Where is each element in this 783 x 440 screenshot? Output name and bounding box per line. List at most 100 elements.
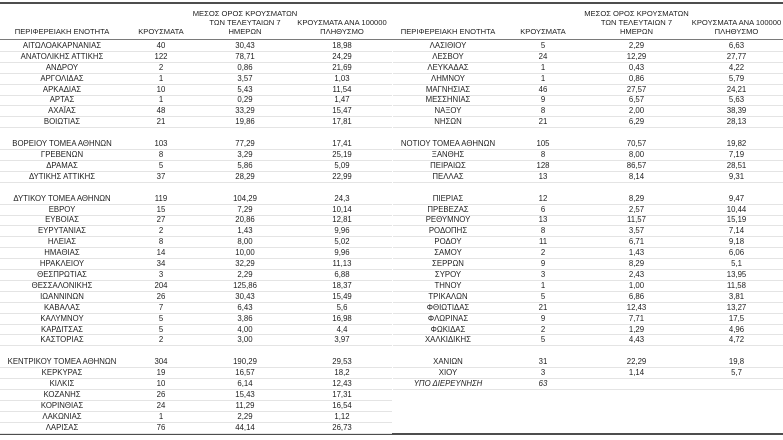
region-cell: ΛΗΜΝΟΥ [431, 73, 465, 83]
per100k-cell: 28,51 [726, 160, 747, 170]
per100k-cell: 9,47 [728, 193, 745, 203]
region-cell: ΡΕΘΥΜΝΟΥ [425, 215, 471, 225]
column-header-region-label: ΠΕΡΙΦΕΡΕΙΑΚΗ ΕΝΟΤΗΤΑ [14, 27, 110, 36]
per100k-cell: 10,14 [332, 204, 352, 214]
avg7-cell: 8,29 [628, 259, 645, 269]
cases-cell: 128 [536, 160, 550, 170]
cases-cell: 5 [158, 313, 164, 323]
table-row: ΣΕΡΡΩΝ 9 8,29 5,1 [393, 259, 783, 271]
per100k-cell: 21,69 [332, 62, 352, 72]
cases-cell: 1 [540, 62, 546, 72]
table-row: ΑΧΑΪΑΣ 48 33,29 15,47 [0, 106, 392, 118]
avg7-cell: 8,00 [628, 150, 645, 160]
table-row: ΚΑΛΥΜΝΟΥ 5 3,86 16,98 [0, 314, 392, 325]
region-cell: ΞΑΝΘΗΣ [431, 150, 465, 160]
per100k-cell: 5,63 [728, 95, 745, 105]
avg7-cell: 7,71 [628, 313, 645, 323]
region-cell: ΣΥΡΟΥ [434, 269, 462, 279]
region-cell: ΑΡΓΟΛΙΔΑΣ [40, 73, 84, 83]
column-header-region-label: ΠΕΡΙΦΕΡΕΙΑΚΗ ΕΝΟΤΗΤΑ [400, 27, 496, 36]
per100k-cell: 29,53 [332, 357, 352, 367]
per100k-cell: 17,41 [332, 139, 352, 149]
cases-cell: 48 [156, 106, 166, 116]
per100k-cell: 15,47 [332, 106, 352, 116]
avg7-cell: 3,29 [237, 150, 253, 160]
cases-cell: 46 [538, 84, 548, 94]
table-top-border [0, 2, 783, 4]
table-row: ΔΥΤΙΚΟΥ ΤΟΜΕΑ ΑΘΗΝΩΝ 119 104,29 24,3 [0, 194, 392, 205]
table-row: ΝΗΣΩΝ 21 6,29 28,13 [393, 117, 783, 129]
cases-cell: 21 [538, 302, 548, 312]
cases-cell: 5 [540, 40, 546, 50]
cases-cell: 9 [540, 95, 546, 105]
region-cell: ΠΙΕΡΙΑΣ [432, 193, 464, 203]
per100k-cell: 24,3 [334, 193, 350, 203]
cases-cell: 8 [158, 150, 164, 160]
avg7-cell: 2,00 [628, 106, 645, 116]
avg7-cell: 28,29 [235, 171, 255, 181]
region-cell: ΗΡΑΚΛΕΙΟΥ [39, 259, 85, 269]
region-cell: ΚΕΝΤΡΙΚΟΥ ΤΟΜΕΑ ΑΘΗΝΩΝ [7, 357, 117, 367]
per100k-cell: 17,31 [332, 389, 352, 399]
cases-cell: 122 [154, 51, 168, 61]
region-cell: ΕΥΒΟΙΑΣ [45, 215, 79, 225]
per100k-cell: 24,21 [726, 84, 747, 94]
cases-cell: 3 [158, 269, 164, 279]
cases-cell: 34 [156, 259, 166, 269]
region-cell: ΗΜΑΘΙΑΣ [44, 248, 80, 258]
per100k-cell: 3,81 [728, 291, 745, 301]
avg7-cell: 1,43 [628, 248, 645, 258]
cases-cell: 1 [158, 73, 164, 83]
region-cell: ΚΕΡΚΥΡΑΣ [41, 368, 83, 378]
cases-cell: 31 [538, 357, 548, 367]
group-separator-row [0, 183, 392, 194]
region-cell: ΥΠΟ ΔΙΕΡΕΥΝΗΣΗ [413, 379, 483, 389]
table-row: ΝΑΞΟΥ 8 2,00 38,39 [393, 106, 783, 118]
avg7-cell: 6,86 [628, 291, 645, 301]
avg7-cell: 0,29 [237, 95, 253, 105]
per100k-cell: 4,96 [728, 324, 745, 334]
per100k-cell: 17,81 [332, 117, 352, 127]
table-row: ΒΟΙΩΤΙΑΣ 21 19,86 17,81 [0, 117, 392, 129]
per100k-cell: 27,77 [726, 51, 747, 61]
avg7-cell: 3,57 [237, 73, 253, 83]
column-header-per100k-line1: ΚΡΟΥΣΜΑΤΑ ΑΝΑ 100000 [691, 18, 782, 27]
avg7-cell: 70,57 [626, 139, 647, 149]
cases-cell: 76 [156, 422, 166, 432]
region-cell: ΚΙΛΚΙΣ [49, 379, 75, 389]
region-cell: ΚΑΒΑΛΑΣ [43, 302, 81, 312]
table-row: ΚΕΝΤΡΙΚΟΥ ΤΟΜΕΑ ΑΘΗΝΩΝ 304 190,29 29,53 [0, 357, 392, 369]
cases-cell: 8 [158, 237, 164, 247]
table-row: ΚΟΖΑΝΗΣ 26 15,43 17,31 [0, 390, 392, 401]
region-cell: ΦΛΩΡΙΝΑΣ [427, 313, 469, 323]
region-cell: ΛΑΚΩΝΙΑΣ [42, 411, 82, 421]
avg7-cell: 0,86 [628, 73, 645, 83]
group-separator-row [393, 128, 783, 139]
per100k-cell: 13,27 [726, 302, 747, 312]
table-row: ΦΘΙΩΤΙΔΑΣ 21 12,43 13,27 [393, 303, 783, 314]
group-separator-row [393, 183, 783, 194]
region-cell: ΡΟΔΟΥ [434, 237, 462, 247]
cases-cell: 12 [538, 193, 548, 203]
column-header-region: ΠΕΡΙΦΕΡΕΙΑΚΗ ΕΝΟΤΗΤΑ [0, 4, 124, 39]
cases-cell: 13 [538, 215, 548, 225]
group-separator-row [393, 346, 783, 357]
per100k-cell: 12,81 [332, 215, 352, 225]
cases-cell: 105 [536, 139, 550, 149]
table-row: ΤΗΝΟΥ 1 1,00 11,58 [393, 281, 783, 292]
avg7-cell: 1,00 [628, 280, 645, 290]
avg7-cell: 6,29 [628, 117, 645, 127]
avg7-cell: 10,00 [235, 248, 255, 258]
table-row: ΔΡΑΜΑΣ 5 5,86 5,09 [0, 161, 392, 172]
region-cell: ΔΥΤΙΚΟΥ ΤΟΜΕΑ ΑΘΗΝΩΝ [13, 193, 111, 203]
avg7-cell: 3,57 [628, 226, 645, 236]
region-cell: ΛΕΣΒΟΥ [432, 51, 464, 61]
cases-cell: 10 [156, 379, 166, 389]
avg7-cell: 190,29 [233, 357, 257, 367]
cases-cell: 2 [540, 248, 546, 258]
per100k-cell: 4,22 [728, 62, 745, 72]
region-cell: ΚΑΛΥΜΝΟΥ [40, 313, 84, 323]
per100k-cell: 18,98 [332, 40, 352, 50]
left-rows: ΑΙΤΩΛΟΑΚΑΡΝΑΝΙΑΣ 40 30,43 18,98 ΑΝΑΤΟΛΙΚΗΣ Α… [0, 41, 392, 434]
table-row: ΚΟΡΙΝΘΙΑΣ 24 11,29 16,54 [0, 401, 392, 412]
